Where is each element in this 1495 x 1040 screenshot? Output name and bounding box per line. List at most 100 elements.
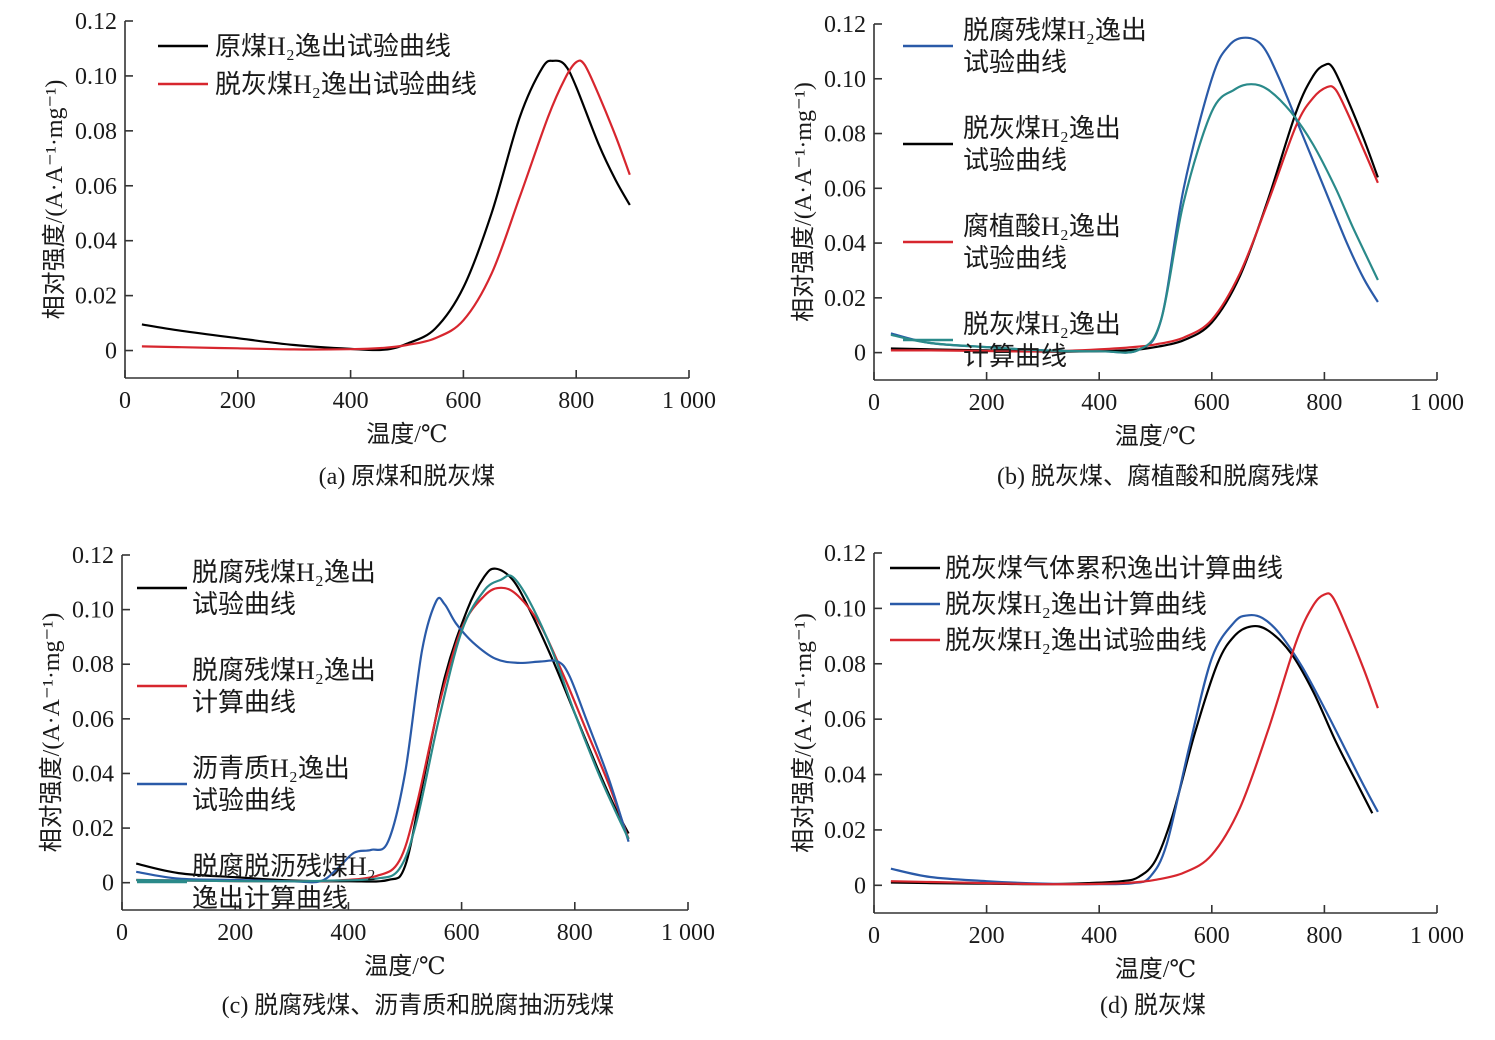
legend-label: 试验曲线 <box>963 48 1067 77</box>
legend-label: 计算曲线 <box>192 688 296 717</box>
y-axis-title: 相对强度/(A·A⁻¹·mg⁻¹) <box>41 80 68 320</box>
legend: 脱腐残煤H₂逸出试验曲线脱灰煤H₂逸出试验曲线腐植酸H₂逸出试验曲线脱灰煤H₂逸… <box>903 16 1147 371</box>
x-tick-label: 0 <box>868 923 880 949</box>
legend-label: 脱腐残煤H₂逸出 <box>192 656 376 685</box>
legend-label: 脱腐脱沥残煤H₂ <box>192 852 376 881</box>
panel-caption: (c) 脱腐残煤、沥青质和脱腐抽沥残煤 <box>222 992 615 1019</box>
chart-panel-a: 0 0.02 0.04 0.06 0.08 0.10 0.12 0 200 400 600 800 1 … <box>41 9 716 490</box>
x-tick-label: 1 000 <box>1410 390 1464 416</box>
y-tick-label: 0.04 <box>824 763 866 789</box>
series-line-3 <box>890 85 1379 353</box>
x-tick-label: 0 <box>868 390 880 416</box>
y-axis-title: 相对强度/(A·A⁻¹·mg⁻¹) <box>38 613 65 853</box>
x-tick-label: 600 <box>1194 390 1230 416</box>
x-tick-label: 200 <box>969 923 1005 949</box>
legend-label: 原煤H₂逸出试验曲线 <box>215 32 451 61</box>
legend-label: 试验曲线 <box>963 244 1067 273</box>
panel-caption: (d) 脱灰煤 <box>1100 992 1206 1019</box>
y-tick-label: 0.10 <box>824 596 866 622</box>
x-tick-label: 200 <box>217 920 253 946</box>
y-tick-label: 0.02 <box>72 816 114 842</box>
x-tick-label: 400 <box>1081 390 1117 416</box>
y-tick-label: 0.08 <box>72 652 114 678</box>
x-tick-label: 800 <box>1306 390 1342 416</box>
legend-label: 脱腐残煤H₂逸出 <box>963 16 1147 45</box>
series-line-2 <box>136 586 630 883</box>
x-tick-label: 800 <box>558 388 594 414</box>
series-line-2 <box>890 613 1379 886</box>
y-tick-label: 0.12 <box>824 12 866 38</box>
x-axis-title: 温度/℃ <box>1115 956 1197 983</box>
y-axis-title: 相对强度/(A·A⁻¹·mg⁻¹) <box>790 82 817 322</box>
legend: 脱腐残煤H₂逸出试验曲线脱腐残煤H₂逸出计算曲线沥青质H₂逸出试验曲线脱腐脱沥残… <box>137 558 376 913</box>
y-tick-label: 0.10 <box>75 64 117 90</box>
series-line-1 <box>890 36 1379 354</box>
y-tick-label: 0.04 <box>824 231 866 257</box>
y-tick-label: 0.12 <box>72 543 114 569</box>
x-tick-label: 1 000 <box>661 920 715 946</box>
x-tick-label: 0 <box>119 388 131 414</box>
x-tick-label: 0 <box>116 920 128 946</box>
series-line-3 <box>136 596 630 884</box>
legend-label: 脱灰煤气体累积逸出计算曲线 <box>945 554 1283 583</box>
series-line-2 <box>141 59 631 351</box>
y-tick-label: 0.04 <box>75 229 117 255</box>
y-axis-title: 相对强度/(A·A⁻¹·mg⁻¹) <box>790 613 817 853</box>
legend-label: 腐植酸H₂逸出 <box>963 212 1121 241</box>
x-tick-label: 600 <box>444 920 480 946</box>
y-tick-label: 0.04 <box>72 761 114 787</box>
y-tick-label: 0.10 <box>72 598 114 624</box>
x-tick-label: 800 <box>1306 923 1342 949</box>
chart-panel-d: 0 0.02 0.04 0.06 0.08 0.10 0.12 0 200 400 600 800 1 … <box>790 541 1464 1019</box>
legend-label: 脱灰煤H₂逸出试验曲线 <box>215 70 477 99</box>
x-axis-title: 温度/℃ <box>1115 423 1197 450</box>
series-line-4 <box>890 83 1379 354</box>
y-tick-label: 0.10 <box>824 67 866 93</box>
y-tick-label: 0.06 <box>824 176 866 202</box>
x-tick-label: 800 <box>557 920 593 946</box>
chart-panel-c: 0 0.02 0.04 0.06 0.08 0.10 0.12 0 200 400 600 800 1 … <box>38 543 715 1019</box>
x-axis-title: 温度/℃ <box>364 953 446 980</box>
y-tick-label: 0.06 <box>75 174 117 200</box>
legend-label: 脱灰煤H₂逸出计算曲线 <box>945 590 1207 619</box>
chart-panel-b: 0 0.02 0.04 0.06 0.08 0.10 0.12 0 200 400 600 800 1 … <box>790 12 1464 490</box>
x-tick-label: 600 <box>445 388 481 414</box>
legend-label: 脱腐残煤H₂逸出 <box>192 558 376 587</box>
y-tick-label: 0 <box>102 871 114 897</box>
x-tick-label: 200 <box>969 390 1005 416</box>
y-tick-label: 0 <box>854 873 866 899</box>
x-tick-label: 600 <box>1194 923 1230 949</box>
legend-label: 试验曲线 <box>963 146 1067 175</box>
y-tick-label: 0.12 <box>824 541 866 567</box>
y-tick-label: 0.12 <box>75 9 117 35</box>
x-tick-label: 1 000 <box>1410 923 1464 949</box>
legend-label: 试验曲线 <box>192 590 296 619</box>
x-tick-label: 1 000 <box>662 388 716 414</box>
y-tick-label: 0.08 <box>824 652 866 678</box>
x-tick-label: 400 <box>333 388 369 414</box>
y-tick-label: 0.02 <box>824 818 866 844</box>
series-line-1 <box>141 59 631 352</box>
legend-label: 脱灰煤H₂逸出 <box>963 310 1121 339</box>
x-tick-label: 400 <box>1081 923 1117 949</box>
y-tick-label: 0.08 <box>75 119 117 145</box>
y-tick-label: 0 <box>854 341 866 367</box>
legend-label: 试验曲线 <box>192 786 296 815</box>
panel-caption: (a) 原煤和脱灰煤 <box>319 463 496 490</box>
legend-label: 脱灰煤H₂逸出试验曲线 <box>945 626 1207 655</box>
y-tick-label: 0 <box>105 339 117 365</box>
x-axis-title: 温度/℃ <box>366 421 448 448</box>
series-line-4 <box>136 574 630 883</box>
y-tick-label: 0.02 <box>824 286 866 312</box>
legend-label: 脱灰煤H₂逸出 <box>963 114 1121 143</box>
series-line-3 <box>890 592 1379 886</box>
legend-label: 计算曲线 <box>963 342 1067 371</box>
y-tick-label: 0.06 <box>824 707 866 733</box>
legend-label: 逸出计算曲线 <box>192 884 348 913</box>
legend-label: 沥青质H₂逸出 <box>192 754 350 783</box>
panel-caption: (b) 脱灰煤、腐植酸和脱腐残煤 <box>997 463 1319 490</box>
x-tick-label: 200 <box>220 388 256 414</box>
y-tick-label: 0.02 <box>75 284 117 310</box>
y-tick-label: 0.06 <box>72 707 114 733</box>
